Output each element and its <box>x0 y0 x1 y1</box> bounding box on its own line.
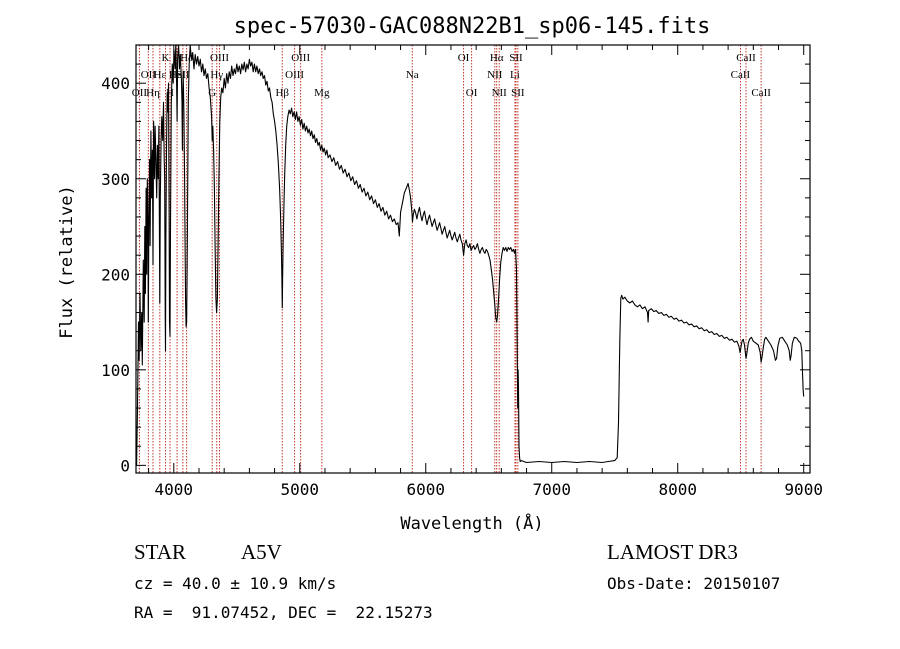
x-tick-label: 9000 <box>784 480 823 499</box>
spectral-line-labels: OIIOIIHηHεKHHeISIIHδGHγOIIIHβOIIIOIIIMgN… <box>132 52 771 99</box>
x-axis-label: Wavelength (Å) <box>400 512 543 534</box>
spectral-line-label: Hε <box>154 69 167 81</box>
spectral-line-label: Hβ <box>275 87 289 99</box>
spectral-line-label: Hα <box>490 52 504 64</box>
spectral-line-label: Mg <box>314 87 330 99</box>
spectral-line-label: OIII <box>210 52 229 64</box>
spectral-line-label: OI <box>458 52 470 64</box>
y-tick-label: 400 <box>101 74 130 93</box>
spectrum-chart: OIIOIIHηHεKHHeISIIHδGHγOIIIHβOIIIOIIIMgN… <box>0 0 900 540</box>
spectral-line-label: Na <box>406 69 419 81</box>
spectral-line-label: K <box>162 52 170 64</box>
chart-title: spec-57030-GAC088N22B1_sp06-145.fits <box>234 14 711 39</box>
y-tick-label: 300 <box>101 170 130 189</box>
spectral-line-label: SII <box>511 87 525 99</box>
object-class: STAR <box>134 540 186 564</box>
y-axis-ticks: 0 100 200 300 400 <box>101 63 810 475</box>
x-axis-ticks: 4000 5000 6000 7000 8000 9000 <box>148 45 823 499</box>
spectral-line-label: Hγ <box>210 69 223 81</box>
spectral-line-label: CaII <box>736 52 756 64</box>
survey-name: LAMOST DR3 <box>607 540 738 564</box>
spectral-line-label: G <box>208 87 216 99</box>
x-tick-label: 6000 <box>406 480 445 499</box>
y-axis-label: Flux (relative) <box>57 185 77 339</box>
spectral-line-label: OIII <box>285 69 304 81</box>
x-tick-label: 4000 <box>155 480 194 499</box>
x-tick-label: 8000 <box>658 480 697 499</box>
spectral-line-label: CaII <box>751 87 771 99</box>
spectral-type: A5V <box>241 540 282 564</box>
spectral-line-label: Li <box>510 69 520 81</box>
spectral-line-label: SII <box>509 52 523 64</box>
coordinates: RA = 91.07452, DEC = 22.15273 <box>134 603 433 622</box>
spectral-line-label: CaII <box>731 69 751 81</box>
spectral-line-label: OI <box>466 87 478 99</box>
observation-date: Obs-Date: 20150107 <box>607 574 781 593</box>
x-tick-label: 7000 <box>532 480 571 499</box>
spectrum-line <box>135 44 805 466</box>
spectral-line-label: Hη <box>146 87 160 99</box>
plot-frame <box>135 44 811 474</box>
redshift-velocity: cz = 40.0 ± 10.9 km/s <box>134 574 337 593</box>
y-tick-label: 0 <box>120 456 130 475</box>
spectral-line-label: NII <box>492 87 508 99</box>
spectral-line-label: H <box>166 87 174 99</box>
y-tick-label: 100 <box>101 361 130 380</box>
spectral-line-label: OII <box>132 87 148 99</box>
x-tick-label: 5000 <box>281 480 320 499</box>
spectral-line-label: NII <box>487 69 503 81</box>
spectral-line-label: OII <box>141 69 157 81</box>
plot-background <box>0 0 900 540</box>
y-tick-label: 200 <box>101 265 130 284</box>
spectral-line-label: OIII <box>291 52 310 64</box>
